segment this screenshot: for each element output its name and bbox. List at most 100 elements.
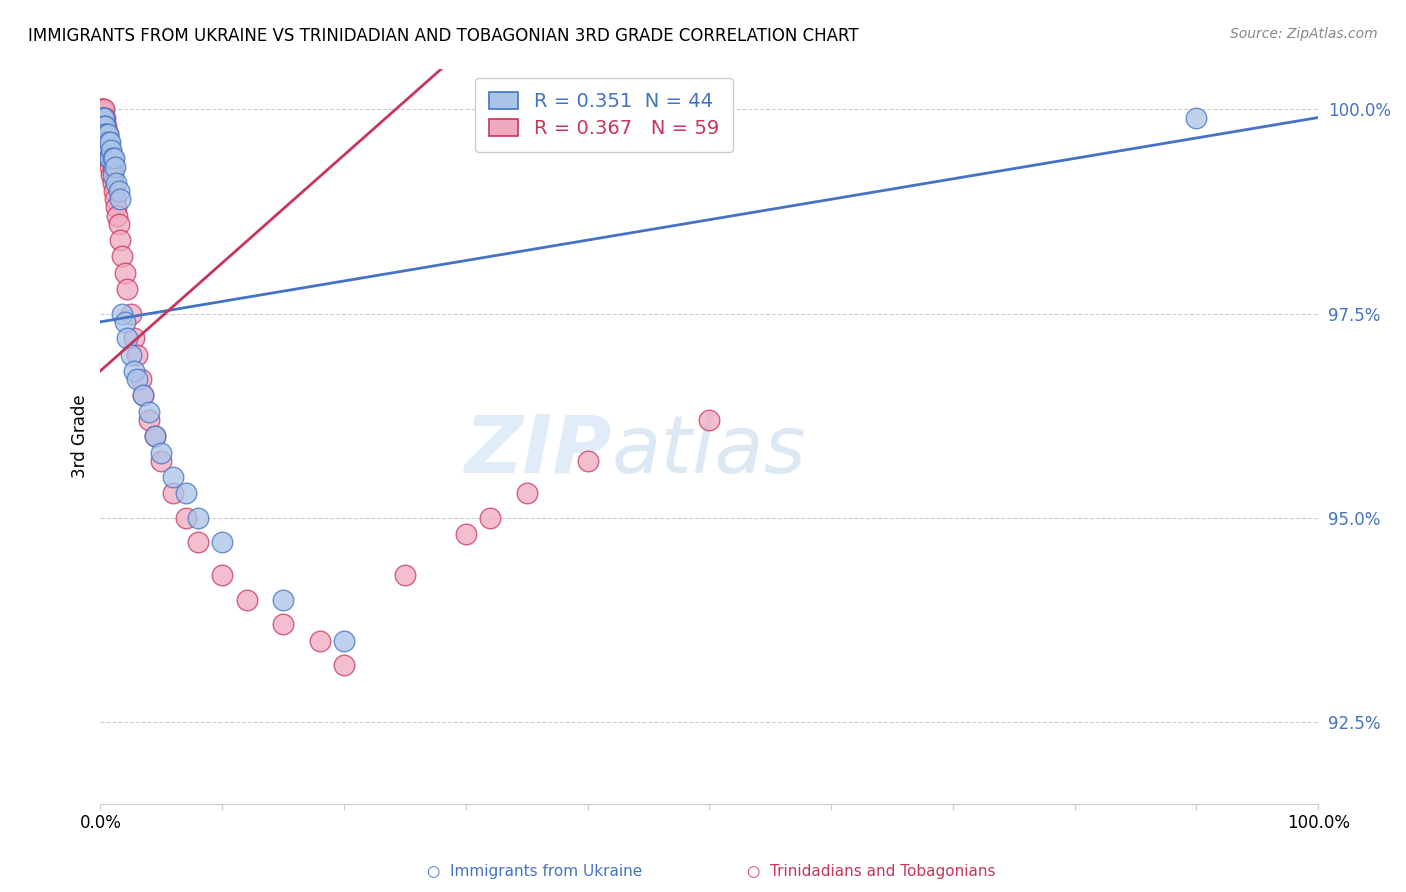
Point <box>91 111 114 125</box>
Point <box>97 135 120 149</box>
Point <box>120 307 142 321</box>
Point <box>576 454 599 468</box>
Point <box>107 217 129 231</box>
Point <box>308 633 330 648</box>
Point <box>91 119 114 133</box>
Point <box>143 429 166 443</box>
Point <box>100 168 122 182</box>
Point <box>97 152 120 166</box>
Point <box>107 209 129 223</box>
Point <box>333 658 356 673</box>
Point <box>138 413 160 427</box>
Point <box>108 233 131 247</box>
Point <box>271 592 294 607</box>
Point <box>114 315 136 329</box>
Point <box>162 486 184 500</box>
Point <box>97 143 120 157</box>
Text: atlas: atlas <box>612 412 807 490</box>
Point <box>174 511 197 525</box>
Point <box>697 413 720 427</box>
Point <box>90 103 112 117</box>
Point <box>162 470 184 484</box>
Point <box>94 135 117 149</box>
Point <box>94 119 117 133</box>
Point <box>150 445 173 459</box>
Point <box>93 119 115 133</box>
Point <box>91 119 114 133</box>
Point <box>516 486 538 500</box>
Point <box>101 176 124 190</box>
Point <box>125 347 148 361</box>
Point <box>114 266 136 280</box>
Point <box>143 429 166 443</box>
Point <box>187 511 209 525</box>
Point <box>104 192 127 206</box>
Text: ○  Immigrants from Ukraine: ○ Immigrants from Ukraine <box>426 863 643 879</box>
Point <box>96 127 118 141</box>
Point <box>98 143 121 157</box>
Point <box>1185 111 1208 125</box>
Point <box>479 511 502 525</box>
Point <box>100 143 122 157</box>
Point <box>107 184 129 198</box>
Point <box>93 119 115 133</box>
Point <box>174 486 197 500</box>
Point <box>93 127 115 141</box>
Point <box>93 111 115 125</box>
Point <box>97 152 120 166</box>
Legend: R = 0.351  N = 44, R = 0.367   N = 59: R = 0.351 N = 44, R = 0.367 N = 59 <box>475 78 733 152</box>
Point <box>97 152 120 166</box>
Point <box>97 127 120 141</box>
Point <box>108 192 131 206</box>
Point <box>111 307 134 321</box>
Point <box>101 160 124 174</box>
Text: ZIP: ZIP <box>464 412 612 490</box>
Point <box>91 103 114 117</box>
Point <box>93 127 115 141</box>
Point <box>271 617 294 632</box>
Point <box>90 111 112 125</box>
Point <box>454 527 477 541</box>
Point <box>98 135 121 149</box>
Point <box>132 388 155 402</box>
Point <box>115 331 138 345</box>
Point <box>115 282 138 296</box>
Point <box>98 152 121 166</box>
Point <box>98 160 121 174</box>
Point <box>333 633 356 648</box>
Point <box>96 119 118 133</box>
Point <box>124 364 146 378</box>
Point <box>235 592 257 607</box>
Point <box>103 184 125 198</box>
Point <box>90 119 112 133</box>
Point <box>93 111 115 125</box>
Point <box>124 331 146 345</box>
Point <box>103 152 125 166</box>
Point <box>187 535 209 549</box>
Point <box>94 111 117 125</box>
Point <box>91 127 114 141</box>
Text: Source: ZipAtlas.com: Source: ZipAtlas.com <box>1230 27 1378 41</box>
Text: IMMIGRANTS FROM UKRAINE VS TRINIDADIAN AND TOBAGONIAN 3RD GRADE CORRELATION CHAR: IMMIGRANTS FROM UKRAINE VS TRINIDADIAN A… <box>28 27 859 45</box>
Point <box>94 127 117 141</box>
Point <box>97 135 120 149</box>
Point <box>129 372 152 386</box>
Point <box>91 111 114 125</box>
Point <box>125 372 148 386</box>
Point <box>138 405 160 419</box>
Text: ○  Trinidadians and Tobagonians: ○ Trinidadians and Tobagonians <box>748 863 995 879</box>
Point <box>211 568 233 582</box>
Point <box>90 103 112 117</box>
Point <box>94 135 117 149</box>
Point <box>94 127 117 141</box>
Point <box>96 135 118 149</box>
Point <box>104 160 127 174</box>
Point <box>96 127 118 141</box>
Point <box>132 388 155 402</box>
Point <box>101 152 124 166</box>
Point <box>211 535 233 549</box>
Point <box>105 176 128 190</box>
Point <box>91 111 114 125</box>
Point <box>96 143 118 157</box>
Point <box>111 250 134 264</box>
